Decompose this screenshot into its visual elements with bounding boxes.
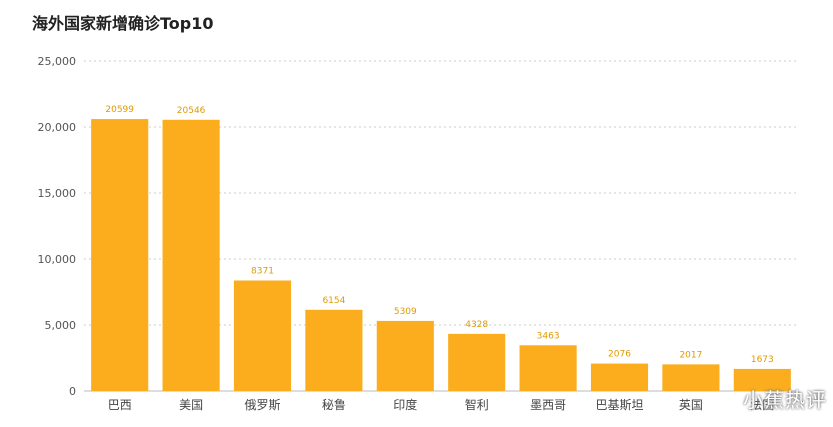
bar [91, 119, 149, 391]
bars [91, 119, 791, 392]
x-category-label: 英国 [679, 398, 703, 412]
y-tick-label: 10,000 [38, 253, 77, 266]
y-tick-label: 20,000 [38, 121, 77, 134]
y-tick-label: 25,000 [38, 55, 77, 68]
y-tick-label: 15,000 [38, 187, 77, 200]
x-category-label: 美国 [179, 398, 203, 412]
x-category-label: 法国 [750, 398, 774, 412]
bar [733, 368, 791, 391]
x-category-label: 秘鲁 [322, 398, 346, 412]
bar [376, 320, 434, 391]
bar [590, 363, 649, 391]
data-label: 2076 [608, 350, 631, 360]
bar [233, 280, 292, 391]
y-axis-ticks: 0 5,000 10,000 15,000 20,000 25,000 [38, 55, 77, 398]
data-label: 4328 [465, 320, 488, 330]
bar [162, 119, 220, 392]
bar [662, 364, 720, 391]
x-axis-categories: 巴西 美国 俄罗斯 秘鲁 印度 智利 墨西哥 巴基斯坦 英国 法国 [108, 397, 775, 412]
x-category-label: 墨西哥 [530, 398, 566, 412]
x-category-label: 印度 [393, 397, 417, 412]
bar [448, 333, 506, 391]
data-label: 5309 [394, 307, 417, 317]
y-tick-label: 0 [69, 385, 76, 398]
x-category-label: 智利 [465, 397, 489, 412]
y-tick-label: 5,000 [45, 319, 77, 332]
x-category-label: 俄罗斯 [244, 398, 280, 412]
data-label: 2017 [679, 350, 702, 360]
x-category-label: 巴基斯坦 [595, 398, 643, 412]
bar [305, 309, 363, 391]
data-labels: 20599 20546 8371 6154 5309 4328 3463 2076 2017 16… [105, 105, 773, 365]
data-label: 20599 [105, 105, 134, 115]
data-label: 8371 [251, 267, 274, 277]
data-label: 6154 [322, 296, 345, 306]
watermark: 小蕉热评 [743, 388, 827, 412]
data-label: 3463 [537, 331, 560, 341]
x-category-label: 巴西 [108, 398, 132, 412]
chart-title: 海外国家新增确诊Top10 [32, 14, 214, 33]
data-label: 1673 [751, 355, 774, 365]
bar [519, 345, 577, 391]
data-label: 20546 [177, 106, 206, 116]
